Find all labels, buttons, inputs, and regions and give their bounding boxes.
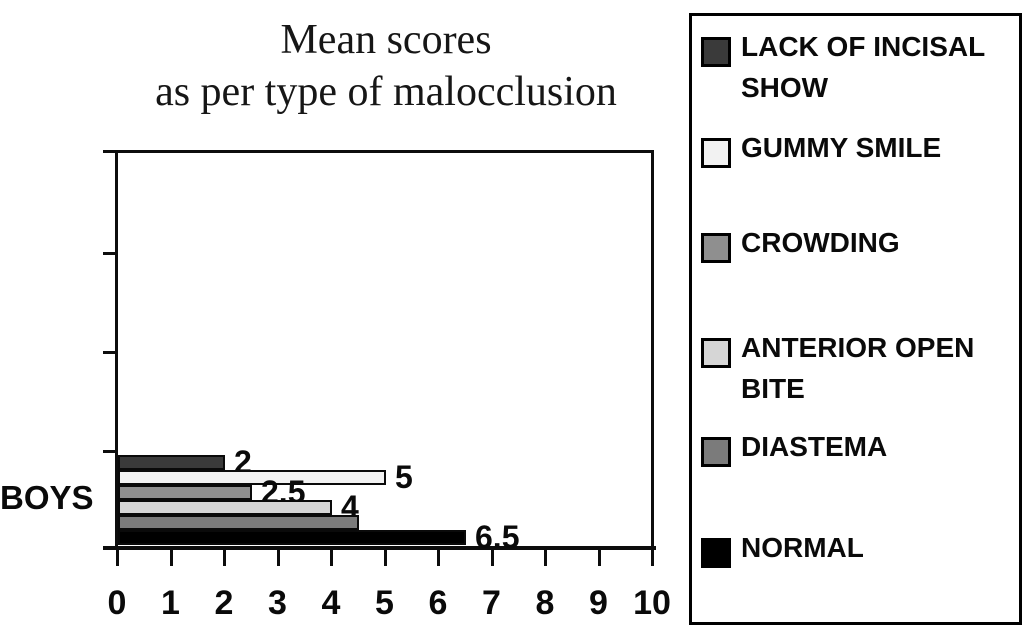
bar-value-label-normal: 6.5 bbox=[475, 519, 520, 555]
x-axis-tick bbox=[169, 550, 173, 566]
legend-swatch-crowding bbox=[701, 233, 731, 263]
x-tick-label-8: 8 bbox=[535, 584, 555, 622]
bar-normal bbox=[118, 530, 466, 545]
x-axis-tick bbox=[544, 550, 547, 566]
legend: LACK OF INCISAL SHOW GUMMY SMILE CROWDING A… bbox=[689, 13, 1022, 625]
legend-label-gummy-smile: GUMMY SMILE bbox=[741, 132, 942, 163]
x-tick-label-10: 10 bbox=[633, 584, 671, 622]
x-axis-tick bbox=[651, 550, 654, 566]
y-axis-line bbox=[115, 150, 118, 549]
legend-item-crowding: CROWDING bbox=[701, 222, 1013, 263]
x-tick-label-3: 3 bbox=[268, 584, 287, 622]
x-tick-label-1: 1 bbox=[161, 584, 180, 622]
y-axis-tick bbox=[103, 450, 116, 453]
legend-swatch-normal bbox=[701, 538, 731, 568]
bar-anterior-open-bite bbox=[118, 500, 332, 515]
legend-swatch-anterior-open-bite bbox=[701, 338, 731, 368]
bar-diastema bbox=[118, 515, 359, 530]
plot-area-top-border bbox=[103, 150, 654, 153]
legend-item-anterior-open-bite: ANTERIOR OPEN BITE bbox=[701, 327, 1013, 409]
x-axis-ticks: 0 1 2 3 4 5 6 7 8 9 10 bbox=[108, 546, 677, 630]
x-axis-tick bbox=[223, 550, 226, 566]
x-axis-tick bbox=[437, 550, 440, 566]
chart-title-line2: as per type of malocclusion bbox=[155, 69, 617, 115]
legend-swatch-lack-of-incisal-show bbox=[701, 37, 731, 67]
legend-item-gummy-smile: GUMMY SMILE bbox=[701, 127, 1013, 168]
legend-swatch-diastema bbox=[701, 437, 731, 467]
legend-item-normal: NORMAL bbox=[701, 527, 1013, 568]
x-axis-tick bbox=[490, 550, 494, 566]
x-axis-tick bbox=[383, 550, 387, 566]
x-tick-label-6: 6 bbox=[428, 584, 448, 622]
legend-swatch-gummy-smile bbox=[701, 138, 731, 168]
y-axis-tick bbox=[103, 351, 116, 354]
chart-title: Mean scores as per type of malocclusion bbox=[60, 14, 712, 118]
x-axis-tick bbox=[116, 550, 119, 566]
chart-title-line1: Mean scores bbox=[280, 17, 492, 63]
y-axis-tick bbox=[103, 252, 116, 255]
x-tick-label-5: 5 bbox=[375, 584, 394, 622]
legend-item-lack-of-incisal-show: LACK OF INCISAL SHOW bbox=[701, 26, 1013, 108]
x-axis-tick bbox=[597, 550, 601, 566]
legend-label-anterior-open-bite: ANTERIOR OPEN BITE bbox=[741, 332, 975, 404]
legend-label-crowding: CROWDING bbox=[741, 227, 900, 258]
category-label-boys: BOYS bbox=[0, 479, 94, 516]
legend-label-lack-of-incisal-show: LACK OF INCISAL SHOW bbox=[741, 31, 985, 103]
legend-label-normal: NORMAL bbox=[741, 532, 864, 563]
x-tick-label-2: 2 bbox=[214, 584, 234, 622]
legend-item-diastema: DIASTEMA bbox=[701, 426, 1013, 467]
x-axis-tick bbox=[330, 550, 333, 566]
legend-label-diastema: DIASTEMA bbox=[741, 431, 888, 462]
bar-group-boys: 2 5 2.5 4 6.5 bbox=[118, 445, 654, 554]
x-tick-label-4: 4 bbox=[321, 584, 341, 622]
bar-value-label-gummy-smile: 5 bbox=[395, 459, 413, 495]
x-axis-tick bbox=[276, 550, 280, 566]
bar-lack-of-incisal-show bbox=[118, 455, 225, 470]
x-tick-label-9: 9 bbox=[589, 584, 608, 622]
x-tick-label-0: 0 bbox=[107, 584, 127, 622]
x-axis-line bbox=[103, 546, 656, 550]
bar-gummy-smile bbox=[118, 470, 386, 485]
x-tick-label-7: 7 bbox=[482, 584, 501, 622]
plot-area-right-border bbox=[651, 150, 654, 549]
bar-crowding bbox=[118, 485, 252, 500]
